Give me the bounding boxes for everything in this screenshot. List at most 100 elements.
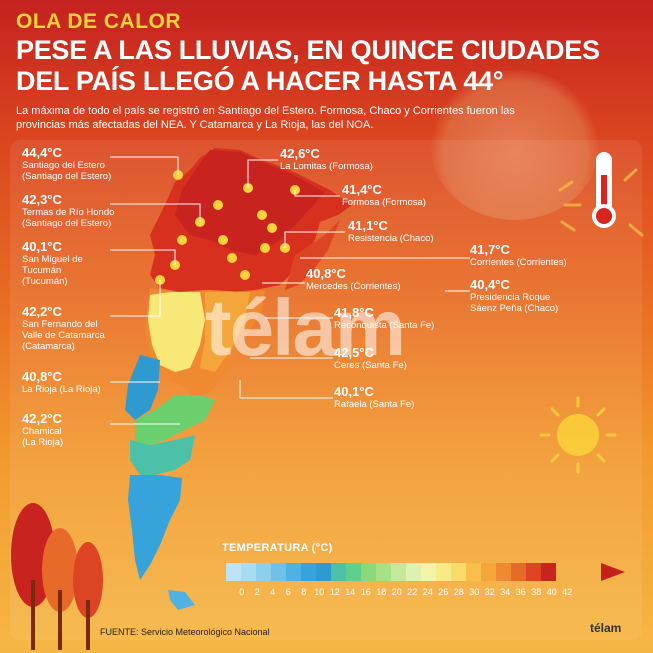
- city-name: Formosa (Formosa): [342, 197, 426, 208]
- scale-tick-label: 38: [531, 587, 542, 597]
- scale-tick-label: 2: [254, 587, 260, 597]
- city-temp: 40,4°C: [470, 277, 510, 292]
- source-credit: FUENTE: Servicio Meteorológico Nacional: [100, 627, 270, 637]
- city-label: 40,4°C Presidencia Roque Sáenz Peña (Cha…: [470, 277, 558, 314]
- city-name: La Rioja (La Rioja): [22, 384, 101, 395]
- temperature-scale: [226, 563, 556, 581]
- scale-tick-label: 28: [453, 587, 464, 597]
- city-name: Reconquista (Santa Fe): [334, 320, 435, 331]
- scale-tick-label: 26: [438, 587, 449, 597]
- scale-swatch: [376, 563, 391, 581]
- scale-tick-label: 36: [515, 587, 526, 597]
- city-label: 42,6°C La Lomitas (Formosa): [280, 146, 373, 172]
- scale-swatch: [256, 563, 271, 581]
- city-temp: 42,2°C: [22, 411, 62, 426]
- scale-swatch: [511, 563, 526, 581]
- scale-swatch: [496, 563, 511, 581]
- city-marker: [267, 223, 277, 233]
- city-label: 42,2°C San Fernando del Valle de Catamar…: [22, 304, 105, 352]
- kicker: OLA DE CALOR: [16, 10, 182, 33]
- city-name: Presidencia Roque Sáenz Peña (Chaco): [470, 292, 559, 314]
- city-label: 41,1°C Resistencia (Chaco): [348, 218, 434, 244]
- leader-lines: [110, 156, 470, 425]
- scale-tick-label: 20: [391, 587, 402, 597]
- city-temp: 40,8°C: [22, 369, 62, 384]
- city-marker: [218, 235, 228, 245]
- city-name: Rafaela (Santa Fe): [334, 399, 415, 410]
- scale-swatch: [226, 563, 241, 581]
- city-name: Corrientes (Corrientes): [470, 257, 567, 268]
- city-name: Resistencia (Chaco): [348, 233, 434, 244]
- city-label: 42,3°C Termas de Río Hondo (Santiago del…: [22, 192, 114, 229]
- scale-swatch: [436, 563, 451, 581]
- city-label: 41,7°C Corrientes (Corrientes): [470, 242, 567, 268]
- city-temp: 42,2°C: [22, 304, 62, 319]
- scale-ticks: 0 2 4 6 8 10 12 14 16 18 20 22 24 26 28 30 32 34 36 38 40 42: [234, 587, 575, 597]
- scale-swatch: [481, 563, 496, 581]
- scale-tick-label: 14: [345, 587, 356, 597]
- scale-tick-label: 32: [484, 587, 495, 597]
- thermometer-icon: [592, 152, 616, 228]
- city-temp: 40,1°C: [334, 384, 374, 399]
- city-temp: 41,8°C: [334, 305, 374, 320]
- city-name: La Lomitas (Formosa): [280, 161, 373, 172]
- brand-logo: télam: [590, 621, 622, 635]
- subline: La máxima de todo el país se registró en…: [16, 105, 515, 131]
- city-label: 40,8°C Mercedes (Corrientes): [306, 266, 401, 292]
- woman-face-illustration: [430, 70, 600, 220]
- scale-tick-label: 42: [562, 587, 573, 597]
- city-label: 41,4°C Formosa (Formosa): [342, 182, 426, 208]
- city-name: San Miguel de Tucumán (Tucumán): [22, 254, 83, 287]
- scale-swatch: [466, 563, 481, 581]
- headline: PESE A LAS LLUVIAS, EN QUINCE CIUDADES D…: [16, 35, 600, 96]
- scale-tick-label: 30: [469, 587, 480, 597]
- city-marker: [260, 243, 270, 253]
- city-name: Ceres (Santa Fe): [334, 360, 407, 371]
- scale-tick-label: 22: [407, 587, 418, 597]
- scale-swatch: [271, 563, 286, 581]
- city-name: Chamical (La Rioja): [22, 426, 64, 448]
- scale-swatch: [391, 563, 406, 581]
- city-label: 41,8°C Reconquista (Santa Fe): [334, 305, 434, 331]
- city-marker: [227, 253, 237, 263]
- city-temp: 41,1°C: [348, 218, 388, 233]
- scale-tick-label: 10: [314, 587, 325, 597]
- city-marker: [213, 200, 223, 210]
- map-panel: [10, 140, 642, 640]
- scale-tick-label: 6: [285, 587, 291, 597]
- sun-icon: [539, 396, 617, 474]
- city-marker: [177, 235, 187, 245]
- scale-swatch: [316, 563, 331, 581]
- scale-swatch: [361, 563, 376, 581]
- city-temp: 41,7°C: [470, 242, 510, 257]
- city-temp: 42,5°C: [334, 345, 374, 360]
- city-name: Termas de Río Hondo (Santiago del Estero…: [22, 207, 115, 229]
- sun-rays-icon: [558, 168, 644, 237]
- legend-title: TEMPERATURA (°C): [222, 542, 333, 554]
- scale-tick-label: 40: [546, 587, 557, 597]
- scale-tick-label: 16: [360, 587, 371, 597]
- city-temp: 40,8°C: [306, 266, 346, 281]
- city-temp: 40,1°C: [22, 239, 62, 254]
- city-label: 44,4°C Santiago del Estero (Santiago del…: [22, 145, 111, 182]
- city-marker: [257, 210, 267, 220]
- scale-swatch: [241, 563, 256, 581]
- city-temp: 42,3°C: [22, 192, 62, 207]
- scale-swatch: [421, 563, 436, 581]
- scale-swatch: [301, 563, 316, 581]
- scale-swatch: [346, 563, 361, 581]
- scale-tick-label: 34: [500, 587, 511, 597]
- city-label: 40,8°C La Rioja (La Rioja): [22, 369, 101, 395]
- trees-illustration: [11, 503, 103, 650]
- watermark: télam: [205, 283, 406, 372]
- scale-tick-label: 8: [301, 587, 307, 597]
- city-label: 40,1°C Rafaela (Santa Fe): [334, 384, 414, 410]
- scale-swatch: [526, 563, 541, 581]
- scale-swatch: [331, 563, 346, 581]
- scale-arrow-icon: [601, 563, 625, 581]
- scale-tick-label: 18: [376, 587, 387, 597]
- scale-tick-label: 4: [270, 587, 276, 597]
- scale-tick-label: 24: [422, 587, 433, 597]
- city-label: 40,1°C San Miguel de Tucumán (Tucumán): [22, 239, 83, 287]
